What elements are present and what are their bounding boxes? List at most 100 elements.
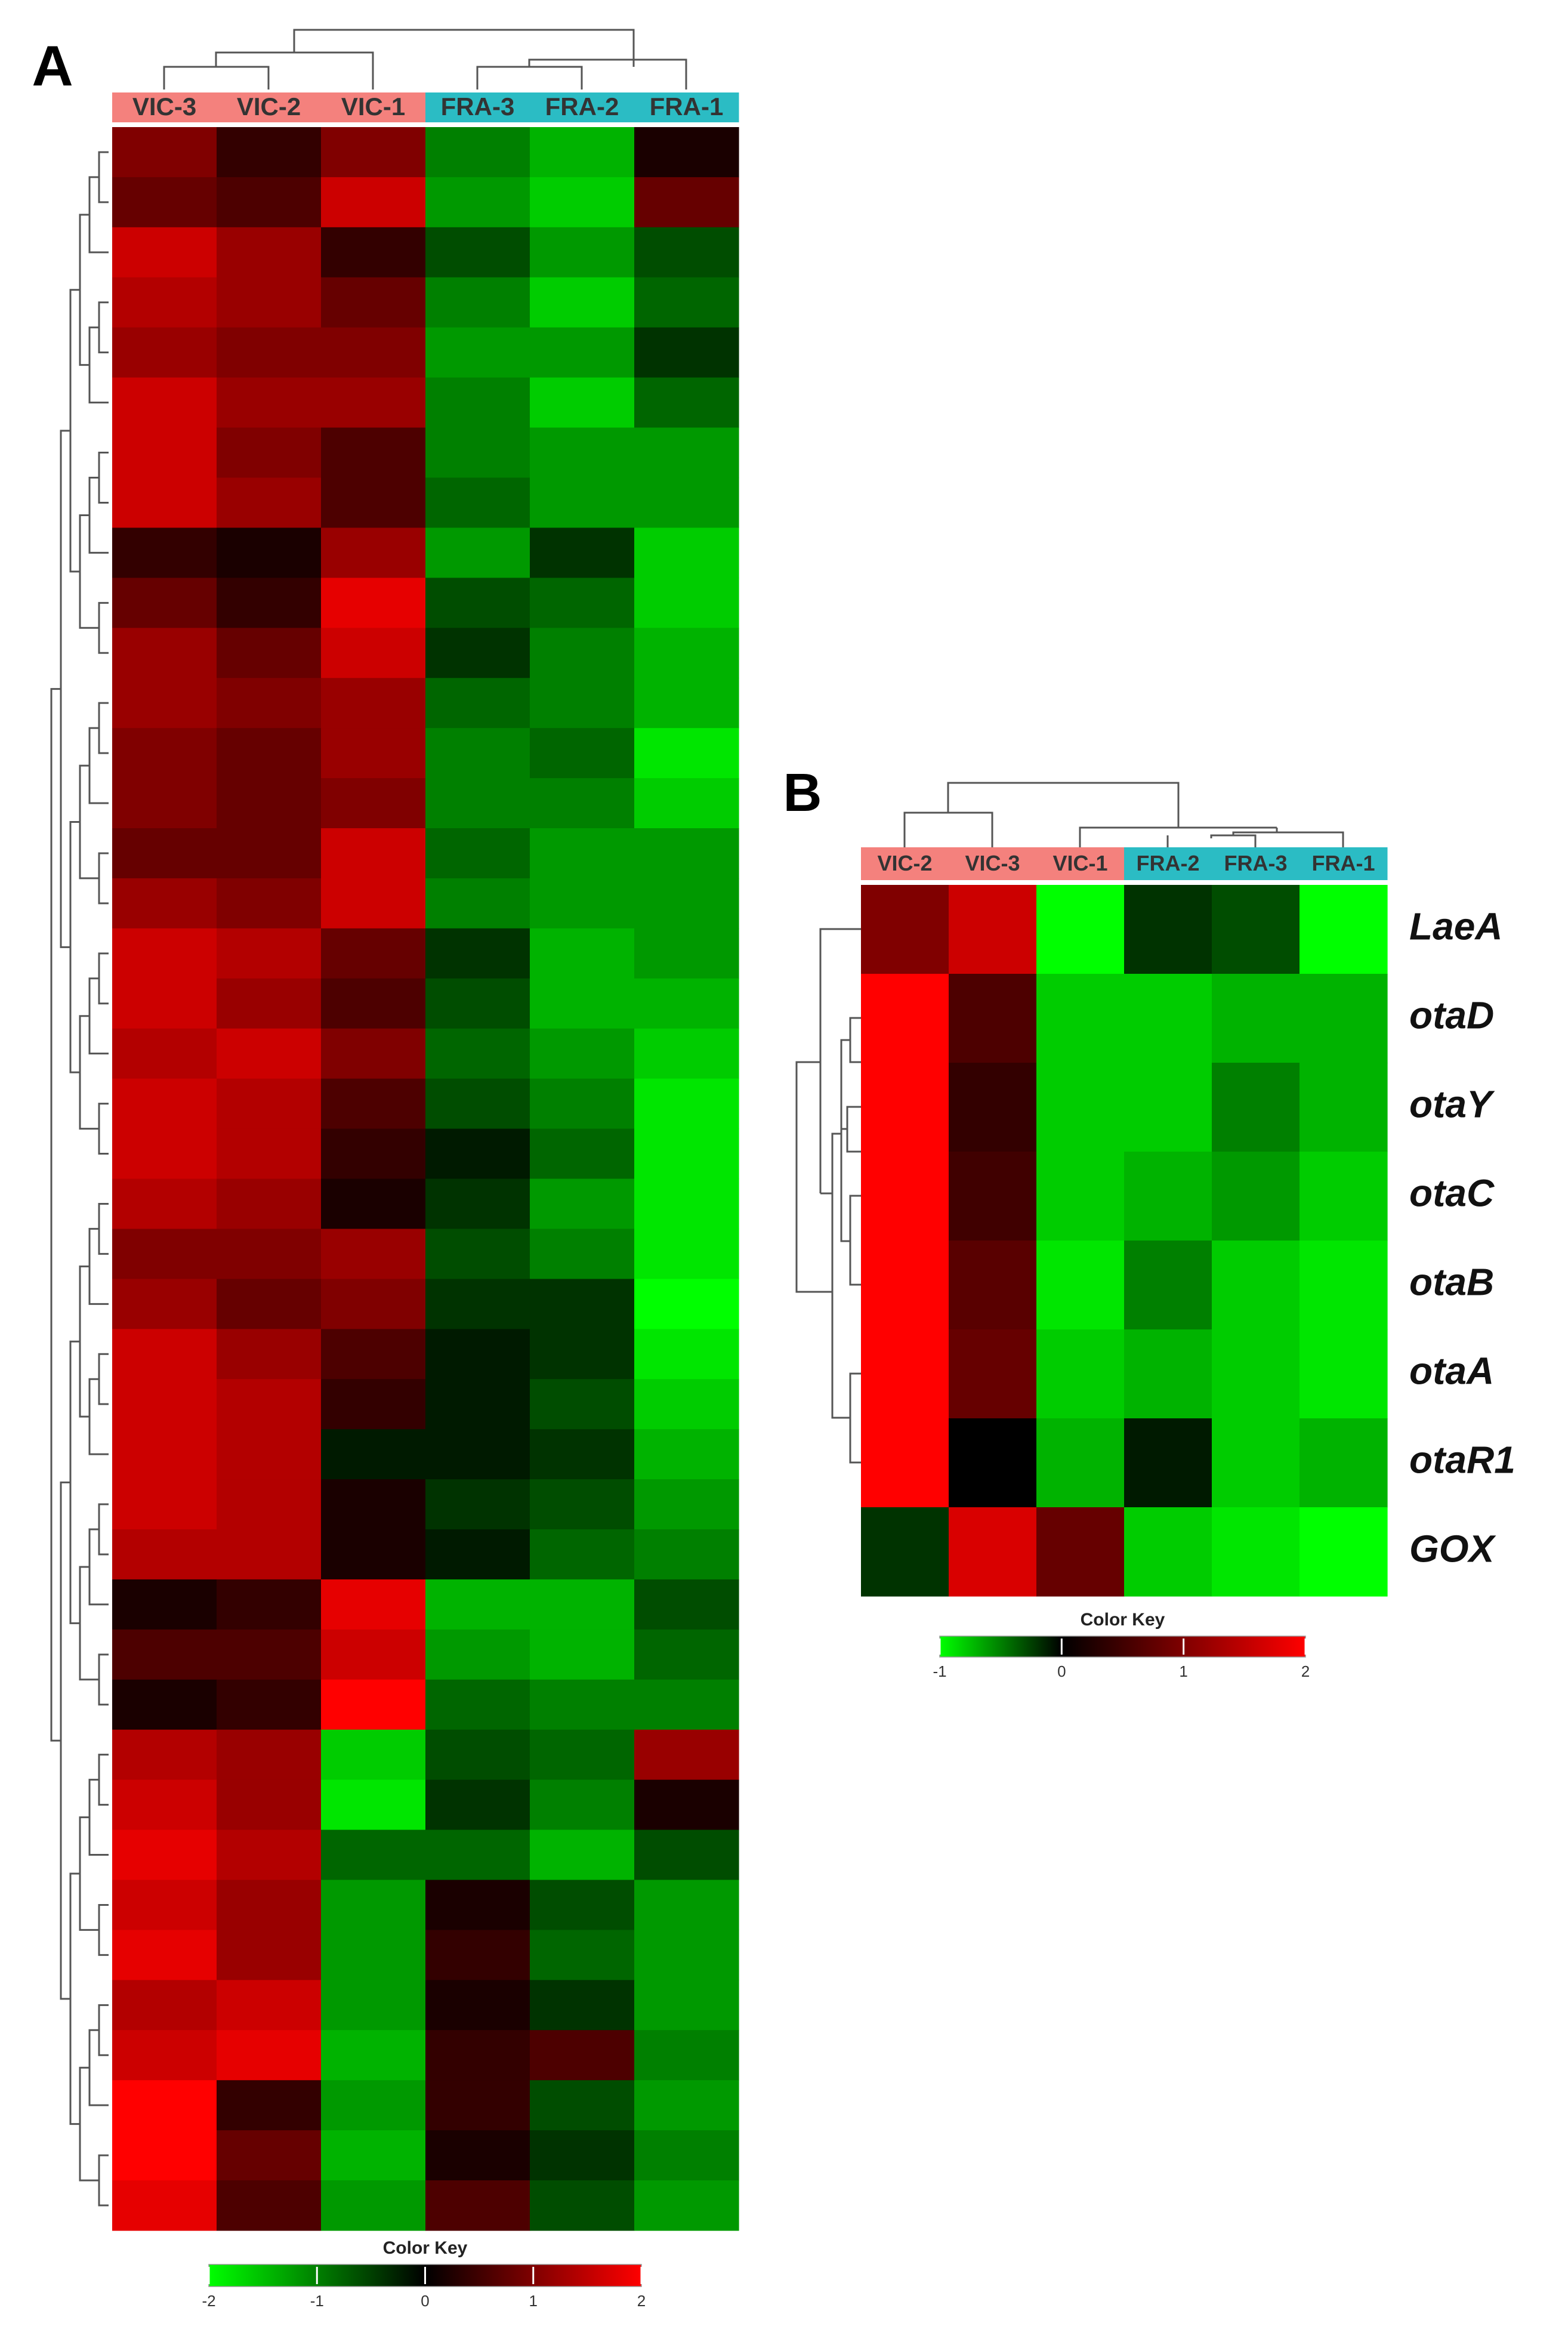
heatmap-cell — [1300, 1063, 1388, 1152]
heatmap-cell — [425, 1679, 530, 1730]
column-header-bg — [425, 92, 530, 122]
heatmap-cell — [530, 1729, 635, 1781]
heatmap-cell — [634, 1930, 739, 1980]
heatmap-cell — [1300, 1329, 1388, 1419]
heatmap-cell — [1212, 1241, 1300, 1330]
heatmap-cell — [321, 1229, 426, 1279]
heatmap-cell — [425, 778, 530, 829]
heatmap-cell — [530, 928, 635, 979]
heatmap-cell — [321, 1178, 426, 1230]
heatmap-cell — [530, 1078, 635, 1130]
heatmap-cell — [321, 1078, 426, 1130]
heatmap-cell — [634, 1629, 739, 1680]
heatmap-cell — [112, 1429, 217, 1480]
heatmap-cell — [530, 2130, 635, 2181]
heatmap-cell — [217, 477, 322, 529]
heatmap-cell — [1124, 885, 1212, 974]
heatmap-cell — [217, 978, 322, 1029]
heatmap-cell — [425, 678, 530, 729]
column-label: VIC-2 — [237, 92, 301, 121]
heatmap-cell — [861, 974, 949, 1063]
heatmap-cell — [1036, 1241, 1125, 1330]
heatmap-cell — [321, 1729, 426, 1781]
heatmap-cell — [425, 477, 530, 529]
heatmap-cell — [321, 427, 426, 479]
color-key-tick-label: 1 — [529, 2292, 538, 2310]
column-label: VIC-2 — [877, 851, 932, 875]
heatmap-cell — [530, 778, 635, 829]
heatmap-cell — [321, 1980, 426, 2031]
heatmap-cell — [1212, 1507, 1300, 1597]
heatmap-cell — [321, 377, 426, 428]
heatmap-cell — [112, 2030, 217, 2081]
heatmap-cell — [634, 377, 739, 428]
heatmap-cell — [530, 127, 635, 178]
heatmap-cell — [321, 1679, 426, 1730]
heatmap-cell — [112, 377, 217, 428]
row-label: GOX — [1409, 1527, 1496, 1570]
heatmap-cell — [112, 778, 217, 829]
heatmap-cell — [321, 1579, 426, 1630]
heatmap-cell — [1212, 1329, 1300, 1419]
heatmap-cell — [949, 1152, 1037, 1241]
panel-label: A — [32, 34, 73, 98]
heatmap-cell — [217, 1779, 322, 1831]
heatmap-cell — [425, 277, 530, 328]
heatmap-cell — [1036, 1507, 1125, 1597]
heatmap-cell — [217, 227, 322, 278]
heatmap-cell — [321, 928, 426, 979]
heatmap-cell — [112, 327, 217, 378]
heatmap-cell — [321, 1629, 426, 1680]
heatmap-cell — [321, 2080, 426, 2131]
heatmap-cell — [425, 1829, 530, 1881]
heatmap-cell — [634, 1379, 739, 1430]
heatmap-cell — [634, 1128, 739, 1180]
heatmap-cell — [112, 1178, 217, 1230]
heatmap-cell — [112, 678, 217, 729]
heatmap-cell — [634, 2180, 739, 2231]
heatmap-cell — [321, 177, 426, 228]
heatmap-cell — [112, 2080, 217, 2131]
heatmap-cell — [425, 1980, 530, 2031]
heatmap-cell — [425, 377, 530, 428]
heatmap-cell — [217, 1729, 322, 1781]
heatmap-cell — [112, 1679, 217, 1730]
column-label: VIC-3 — [965, 851, 1020, 875]
row-label: otaY — [1409, 1082, 1495, 1125]
heatmap-cell — [217, 1379, 322, 1430]
heatmap-cell — [1212, 1063, 1300, 1152]
heatmap-cell — [425, 1429, 530, 1480]
heatmap-cell — [217, 1178, 322, 1230]
heatmap-cell — [530, 2030, 635, 2081]
heatmap-cell — [425, 1579, 530, 1630]
heatmap-cell — [634, 778, 739, 829]
heatmap-cell — [530, 2080, 635, 2131]
heatmap-cell — [949, 1241, 1037, 1330]
heatmap-cell — [112, 1329, 217, 1380]
heatmap-cell — [1124, 1418, 1212, 1508]
heatmap-cell — [1036, 1418, 1125, 1508]
heatmap-cell — [321, 527, 426, 578]
heatmap-cell — [217, 1529, 322, 1580]
heatmap-cell — [530, 427, 635, 479]
heatmap-cell — [530, 177, 635, 228]
heatmap-cell — [321, 1779, 426, 1831]
heatmap-cell — [112, 1078, 217, 1130]
column-header-bg — [1124, 847, 1212, 880]
heatmap-cell — [425, 1930, 530, 1980]
heatmap-cell — [634, 578, 739, 628]
heatmap-cell — [217, 2080, 322, 2131]
heatmap-cell — [1300, 974, 1388, 1063]
heatmap-cell — [530, 878, 635, 929]
heatmap-cell — [634, 1178, 739, 1230]
heatmap-cell — [1300, 885, 1388, 974]
heatmap-cell — [425, 1329, 530, 1380]
heatmap-cell — [321, 2130, 426, 2181]
heatmap-cell — [530, 1679, 635, 1730]
panel-label: B — [783, 763, 822, 823]
row-dendrogram — [795, 928, 861, 1464]
heatmap-cell — [425, 227, 530, 278]
heatmap-cell — [112, 1930, 217, 1980]
heatmap-cell — [217, 1579, 322, 1630]
heatmap-cell — [321, 277, 426, 328]
